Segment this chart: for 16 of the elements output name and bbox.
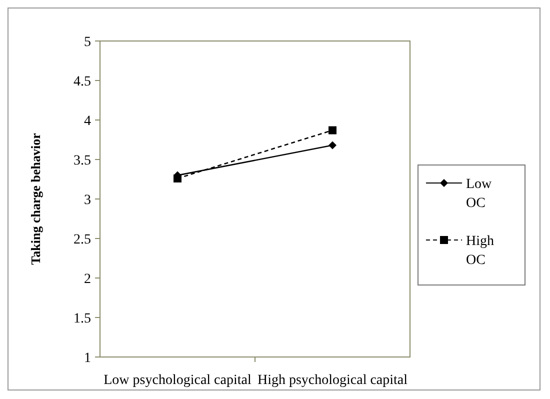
legend-label: High OC bbox=[466, 234, 494, 268]
y-tick-label: 4 bbox=[84, 114, 91, 129]
x-tick-label: High psychological capital bbox=[257, 373, 408, 388]
y-tick-label: 3 bbox=[84, 192, 91, 208]
y-tick-label: 1 bbox=[84, 350, 91, 366]
y-tick-label: 2.5 bbox=[74, 232, 91, 248]
legend-label: Low OC bbox=[466, 176, 493, 211]
point bbox=[328, 141, 336, 150]
y-tick-label: 5 bbox=[84, 34, 91, 50]
y-tick-label: 1.5 bbox=[74, 311, 91, 326]
y-tick-label: 2 bbox=[84, 272, 91, 287]
y-axis-title: Taking charge behavior bbox=[28, 132, 43, 265]
y-tick-label: 4.5 bbox=[74, 74, 91, 90]
point bbox=[328, 126, 336, 134]
x-tick-label: Low psychological capital bbox=[104, 373, 252, 388]
y-tick-label: 3.5 bbox=[74, 153, 91, 168]
